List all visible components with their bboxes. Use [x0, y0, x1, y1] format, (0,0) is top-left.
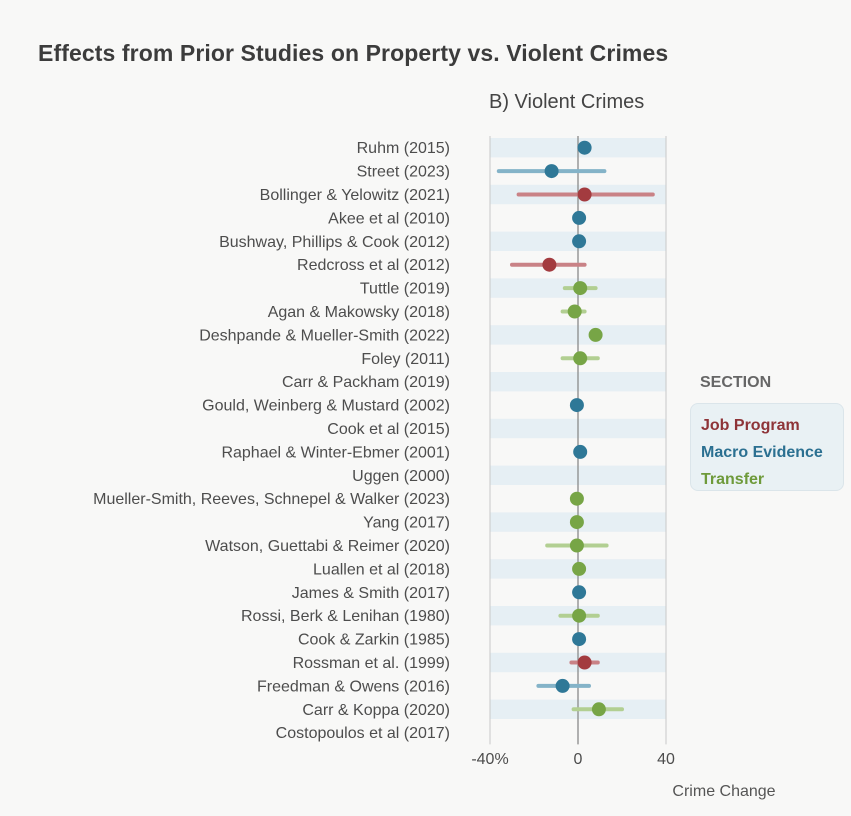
point-estimate [572, 632, 587, 647]
study-label: Foley (2011) [361, 351, 450, 368]
study-label: Watson, Guettabi & Reimer (2020) [205, 538, 450, 555]
point-estimate [572, 234, 587, 249]
point-estimate [577, 140, 592, 155]
study-label: Gould, Weinberg & Mustard (2002) [202, 398, 450, 415]
point-estimate [591, 702, 606, 717]
panel-title: B) Violent Crimes [489, 91, 645, 113]
study-label: Bushway, Phillips & Cook (2012) [219, 234, 450, 251]
legend-item-transfer: Transfer [701, 471, 765, 488]
point-estimate [577, 655, 592, 670]
legend-item-job-program: Job Program [701, 417, 800, 434]
study-label: Cook et al (2015) [327, 421, 450, 438]
row-bands [490, 138, 666, 719]
point-estimates [542, 140, 606, 717]
point-estimate [555, 678, 570, 693]
study-label: Luallen et al (2018) [313, 561, 450, 578]
study-label: Uggen (2000) [352, 468, 450, 485]
study-label: Agan & Makowsky (2018) [268, 304, 450, 321]
study-label: Costopoulos et al (2017) [276, 725, 450, 742]
point-estimate [567, 304, 582, 319]
point-estimate [569, 491, 584, 506]
point-estimate [572, 210, 587, 225]
study-label: Freedman & Owens (2016) [257, 678, 450, 695]
x-tick-label: 0 [574, 751, 583, 768]
study-label: Yang (2017) [363, 515, 450, 532]
point-estimate [573, 351, 588, 366]
study-label: Ruhm (2015) [357, 140, 450, 157]
point-estimate [577, 187, 592, 202]
point-estimate [544, 164, 559, 179]
x-axis-label: Crime Change [672, 783, 775, 800]
study-labels: Ruhm (2015) Street (2023) Bollinger & Yelo… [93, 140, 450, 742]
legend-title: SECTION [700, 374, 772, 391]
x-tick-label: 40 [657, 751, 675, 768]
point-estimate [569, 398, 584, 413]
legend-item-macro-evidence: Macro Evidence [701, 444, 823, 461]
study-label: Akee et al (2010) [328, 210, 450, 227]
point-estimate [588, 327, 603, 342]
study-label: Redcross et al (2012) [297, 257, 450, 274]
chart-title: Effects from Prior Studies on Property v… [38, 40, 669, 66]
x-axis: -40% 0 40 Crime Change [471, 751, 775, 800]
study-label: Bollinger & Yelowitz (2021) [260, 187, 450, 204]
point-estimate [569, 538, 584, 553]
study-label: James & Smith (2017) [292, 585, 450, 602]
study-label: Raphael & Winter-Ebmer (2001) [221, 444, 450, 461]
study-label: Carr & Koppa (2020) [302, 702, 450, 719]
point-estimate [572, 585, 587, 600]
point-estimate [573, 444, 588, 459]
point-estimate [572, 608, 587, 623]
study-label: Cook & Zarkin (1985) [298, 632, 450, 649]
point-estimate [572, 561, 587, 576]
confidence-intervals [496, 169, 655, 712]
study-label: Rossi, Berk & Lenihan (1980) [241, 608, 450, 625]
study-label: Carr & Packham (2019) [282, 374, 450, 391]
legend: Job Program Macro Evidence Transfer [690, 403, 844, 491]
point-estimate [569, 515, 584, 530]
x-tick-label: -40% [471, 751, 508, 768]
point-estimate [573, 281, 588, 296]
study-label: Tuttle (2019) [360, 281, 450, 298]
point-estimate [542, 257, 557, 272]
study-label: Deshpande & Mueller-Smith (2022) [199, 327, 450, 344]
study-label: Street (2023) [357, 164, 450, 181]
study-label: Rossman et al. (1999) [293, 655, 450, 672]
study-label: Mueller-Smith, Reeves, Schnepel & Walker… [93, 491, 450, 508]
